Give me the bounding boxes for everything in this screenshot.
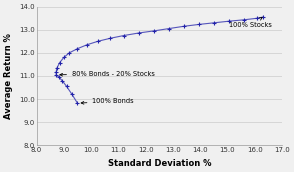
Text: 100% Bonds: 100% Bonds — [81, 98, 134, 104]
Text: 100% Stocks: 100% Stocks — [229, 18, 272, 28]
X-axis label: Standard Deviation %: Standard Deviation % — [108, 159, 211, 168]
Y-axis label: Average Return %: Average Return % — [4, 33, 13, 119]
Text: 80% Bonds - 20% Stocks: 80% Bonds - 20% Stocks — [60, 71, 155, 77]
